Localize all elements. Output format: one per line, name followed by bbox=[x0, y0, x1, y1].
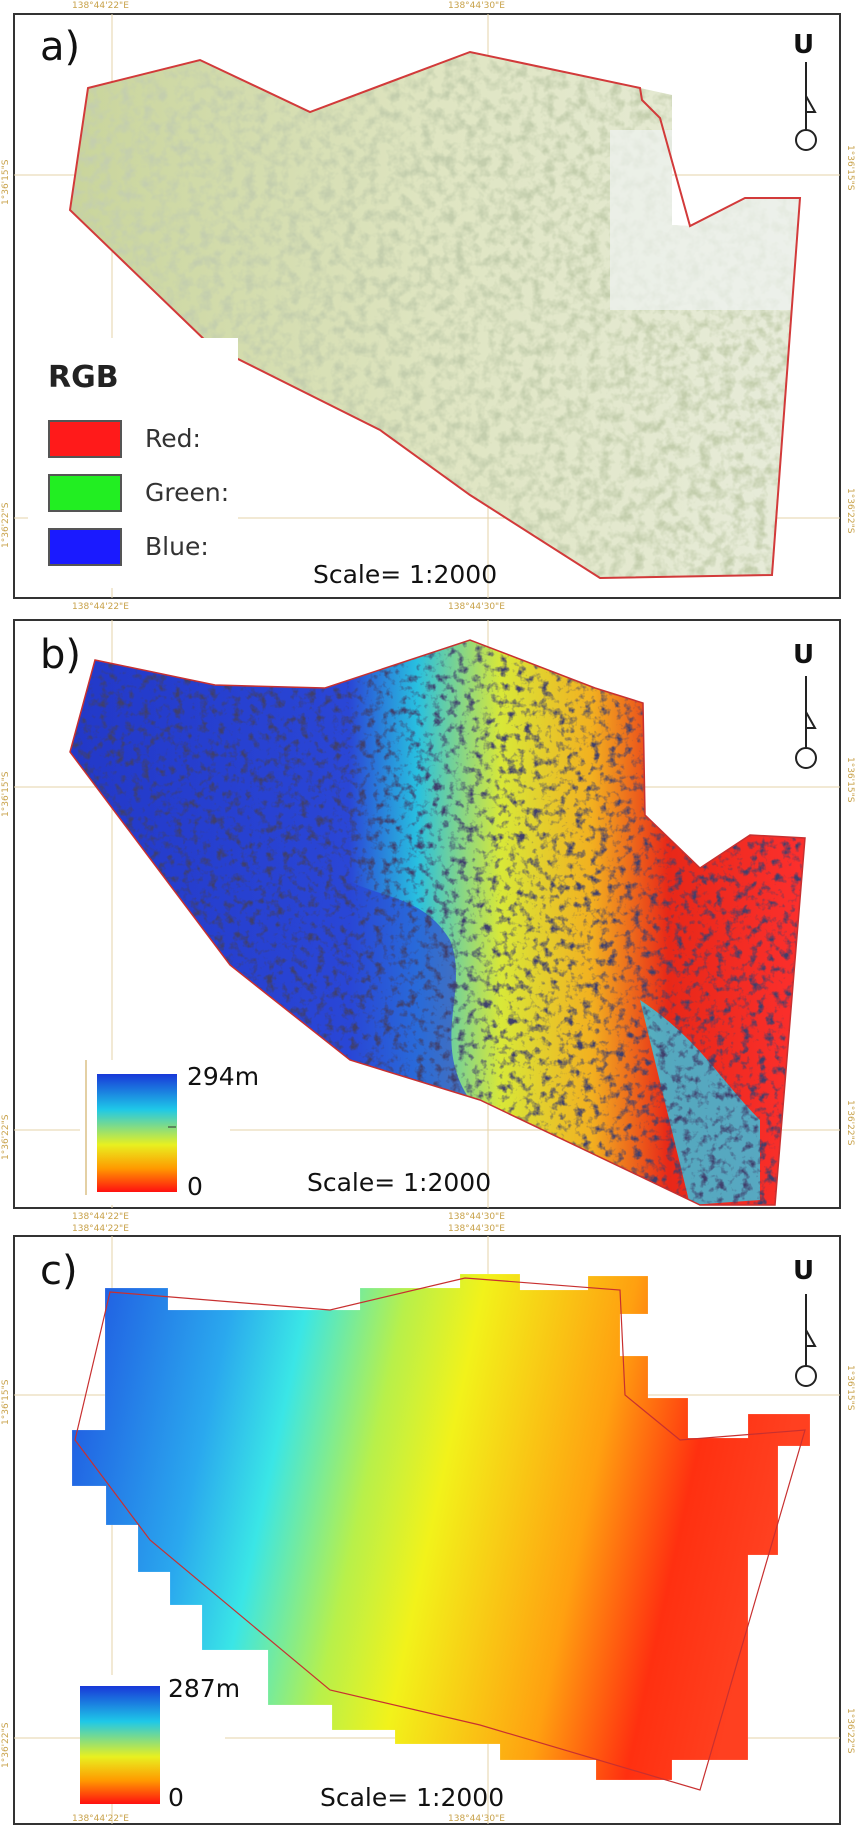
lat-tick-bottom-c-right: 1°36'22"S bbox=[845, 1708, 855, 1754]
panel-c-letter: c) bbox=[40, 1248, 78, 1294]
lon-tick-center-a-top: 138°44'30"E bbox=[448, 1, 505, 11]
legend-swatch-blue bbox=[48, 528, 122, 566]
lon-tick-left-b-bottom: 138°44'22"E bbox=[72, 1212, 129, 1222]
elevation-color-ramp-c bbox=[80, 1686, 160, 1804]
lon-tick-left-c-bottom: 138°44'22"E bbox=[72, 1814, 129, 1824]
lon-tick-center-b-bottom: 138°44'30"E bbox=[448, 1212, 505, 1222]
ramp-max-label-c: 287m bbox=[168, 1674, 241, 1703]
panel-b-letter: b) bbox=[40, 632, 81, 678]
scale-label-b: Scale= 1:2000 bbox=[307, 1168, 492, 1197]
lat-tick-top-c-right: 1°36'15"S bbox=[845, 1365, 855, 1411]
interpolated-elevation-surface bbox=[72, 1274, 810, 1780]
lon-tick-center-a-bottom: 138°44'30"E bbox=[448, 602, 505, 612]
north-label-b: U bbox=[793, 640, 815, 670]
ramp-max-label-b: 294m bbox=[187, 1062, 260, 1091]
rgb-legend-title: RGB bbox=[48, 360, 119, 395]
north-arrow-c bbox=[795, 1294, 817, 1387]
panel-a-letter: a) bbox=[40, 24, 81, 70]
legend-label-red: Red: bbox=[145, 424, 201, 453]
study-area-boundary-b bbox=[69, 639, 806, 1206]
lat-tick-bottom-b: 1°36'22"S bbox=[1, 1114, 11, 1160]
north-arrow-a bbox=[795, 62, 817, 151]
legend-label-green: Green: bbox=[145, 478, 230, 507]
lon-tick-left-a-bottom: 138°44'22"E bbox=[72, 602, 129, 612]
lon-tick-left-c-top: 138°44'22"E bbox=[72, 1224, 129, 1234]
lat-tick-top-a-right: 1°36'15"S bbox=[845, 145, 855, 191]
study-area-boundary-c bbox=[74, 1277, 806, 1791]
lat-tick-top-b-right: 1°36'15"S bbox=[845, 757, 855, 803]
north-label-c: U bbox=[793, 1256, 815, 1286]
lat-tick-top-a: 1°36'15"S bbox=[1, 159, 11, 205]
north-label-a: U bbox=[793, 30, 815, 60]
lat-tick-bottom-a-right: 1°36'22"S bbox=[845, 488, 855, 534]
lat-tick-bottom-a: 1°36'22"S bbox=[1, 502, 11, 548]
panel-a-map bbox=[13, 13, 841, 599]
lat-tick-top-c: 1°36'15"S bbox=[1, 1379, 11, 1425]
ramp-min-label-b: 0 bbox=[187, 1172, 203, 1201]
lon-tick-center-c-top: 138°44'30"E bbox=[448, 1224, 505, 1234]
north-arrow-b bbox=[795, 676, 817, 769]
scale-label-c: Scale= 1:2000 bbox=[320, 1783, 505, 1812]
ramp-min-label-c: 0 bbox=[168, 1783, 184, 1812]
panel-b-map bbox=[13, 619, 841, 1209]
lon-tick-center-c-bottom: 138°44'30"E bbox=[448, 1814, 505, 1824]
legend-swatch-red bbox=[48, 420, 122, 458]
elevation-color-ramp-b bbox=[97, 1074, 177, 1192]
lat-tick-top-b: 1°36'15"S bbox=[1, 771, 11, 817]
lat-tick-bottom-c: 1°36'22"S bbox=[1, 1722, 11, 1768]
panel-c-map bbox=[13, 1235, 841, 1825]
legend-label-blue: Blue: bbox=[145, 532, 209, 561]
study-area-boundary-a bbox=[68, 50, 802, 580]
lon-tick-left-a-top: 138°44'22"E bbox=[72, 1, 129, 11]
lat-tick-bottom-b-right: 1°36'22"S bbox=[845, 1100, 855, 1146]
scale-label-a: Scale= 1:2000 bbox=[313, 560, 498, 589]
legend-swatch-green bbox=[48, 474, 122, 512]
